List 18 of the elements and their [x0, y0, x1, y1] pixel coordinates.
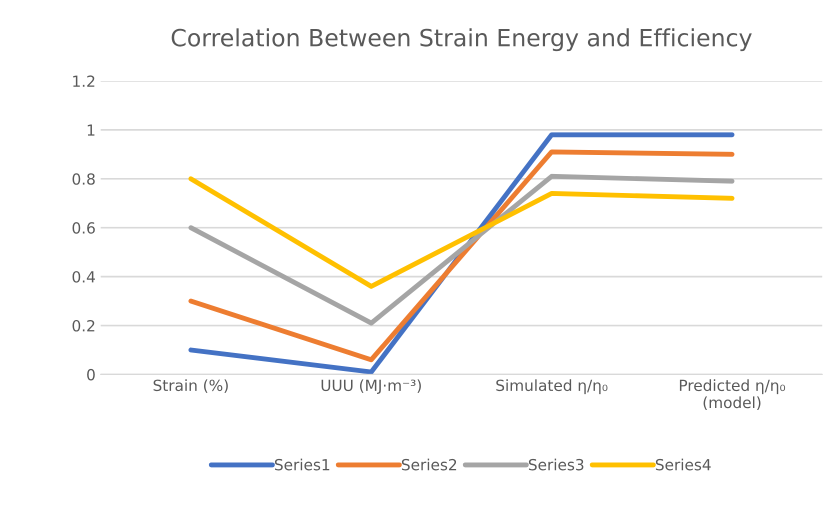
x-tick-label: Strain (%)	[154, 379, 228, 393]
y-tick-label: 0	[87, 368, 95, 380]
y-tick-label: 0.4	[72, 271, 95, 283]
y-tick-label: 0.2	[72, 320, 94, 332]
x-tick-label: Predicted η/η₀ (model)	[680, 379, 786, 410]
legend-label: Series2	[402, 458, 456, 470]
chart-title: Correlation Between Strain Energy and Efficiency	[172, 28, 752, 52]
line-series	[188, 176, 734, 289]
x-tick-label: Simulated η/η₀	[496, 379, 608, 394]
legend-label: Series1	[274, 458, 330, 470]
line-series	[188, 174, 734, 326]
y-tick-label: 1	[88, 124, 94, 136]
y-tick-label: 1.2	[73, 75, 94, 87]
legend-label: Series3	[528, 458, 584, 470]
x-tick-label: UUU (MJ·m⁻³)	[322, 379, 421, 394]
legend-label: Series4	[656, 458, 711, 470]
y-tick-label: 0.8	[72, 173, 95, 185]
y-tick-label: 0.6	[72, 222, 95, 234]
